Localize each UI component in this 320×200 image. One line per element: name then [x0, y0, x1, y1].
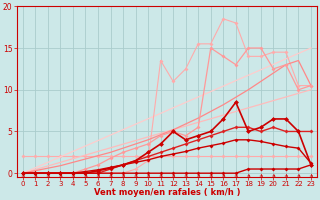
- X-axis label: Vent moyen/en rafales ( km/h ): Vent moyen/en rafales ( km/h ): [94, 188, 240, 197]
